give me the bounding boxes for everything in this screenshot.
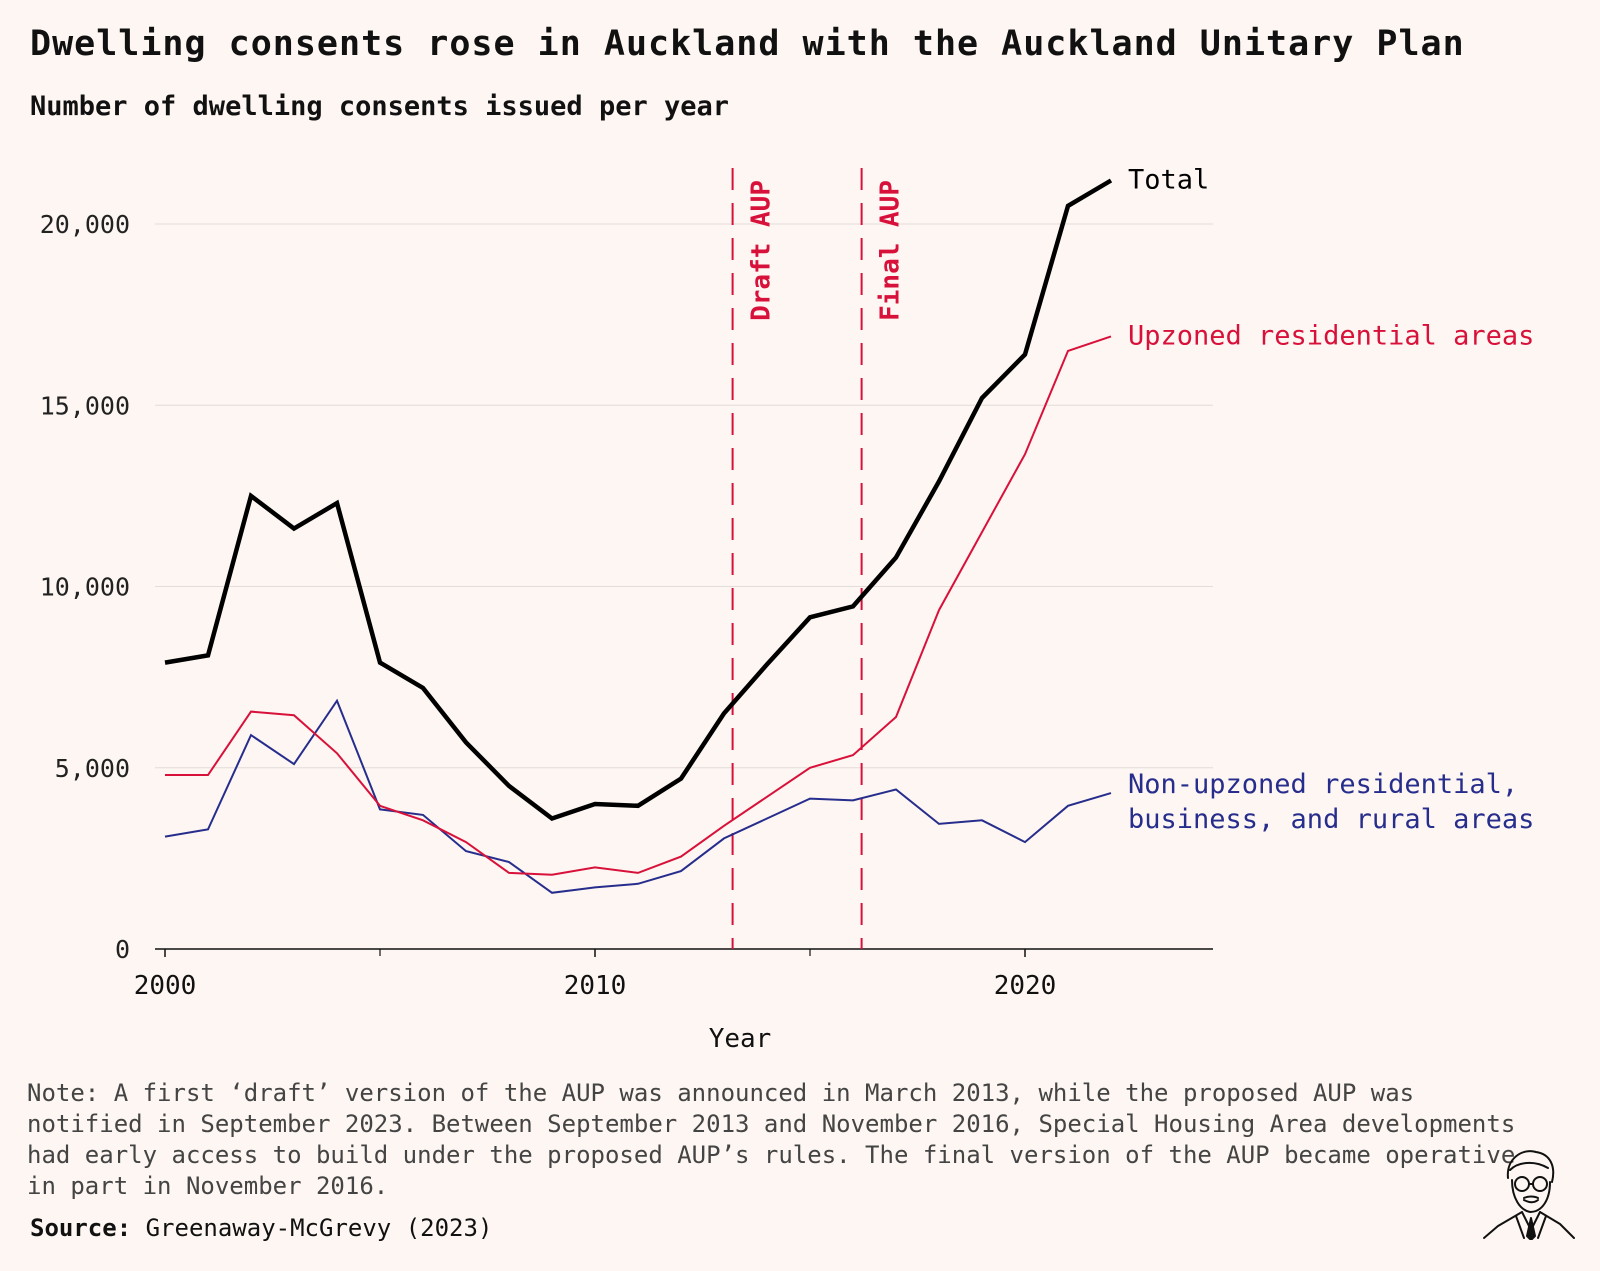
- footnote: Note: A first ‘draft’ version of the AUP…: [27, 1079, 1516, 1200]
- series-line-upzoned: [165, 335, 1112, 876]
- y-tick-label: 20,000: [40, 210, 130, 239]
- x-tick-label: 2020: [994, 971, 1057, 1001]
- y-tick-label: 10,000: [40, 573, 130, 602]
- author-portrait-icon: [1483, 1150, 1575, 1240]
- chart-subtitle: Number of dwelling consents issued per y…: [30, 91, 729, 122]
- y-tick-label: 0: [115, 935, 130, 964]
- series-label-upzoned: Upzoned residential areas: [1128, 320, 1534, 351]
- series-label-non-upzoned: business, and rural areas: [1128, 804, 1534, 835]
- y-tick-label: 15,000: [40, 391, 130, 420]
- series-labels: Total Upzoned residential areas Non-upzone…: [1128, 165, 1534, 836]
- series-lines: [164, 178, 1113, 894]
- series-line-non-upzoned: [164, 698, 1112, 894]
- chart-title: Dwelling consents rose in Auckland with …: [30, 24, 1465, 64]
- x-axis-title: Year: [709, 1024, 772, 1054]
- annotation-label: Final AUP: [876, 180, 906, 321]
- series-label-total: Total: [1128, 165, 1209, 196]
- series-label-non-upzoned: Non-upzoned residential,: [1128, 769, 1518, 800]
- annotation-label: Draft AUP: [747, 180, 777, 321]
- source-text: Greenaway-McGrevy (2023): [145, 1214, 493, 1242]
- x-tick-label: 2000: [134, 971, 197, 1001]
- source-line: Source: Greenaway-McGrevy (2023): [30, 1214, 492, 1242]
- x-tick-label: 2010: [564, 971, 627, 1001]
- y-tick-label: 5,000: [55, 754, 130, 783]
- annotations: Draft AUP Final AUP: [731, 168, 906, 949]
- grid-lines: [155, 223, 1213, 769]
- series-line-total: [164, 178, 1113, 822]
- source-label: Source:: [30, 1214, 132, 1242]
- axes: 0 5,000 10,000 15,000 20,000 2000 2010 2020 Year: [40, 210, 1213, 1054]
- line-chart: 0 5,000 10,000 15,000 20,000 2000 2010 2020 Year…: [40, 165, 1535, 1055]
